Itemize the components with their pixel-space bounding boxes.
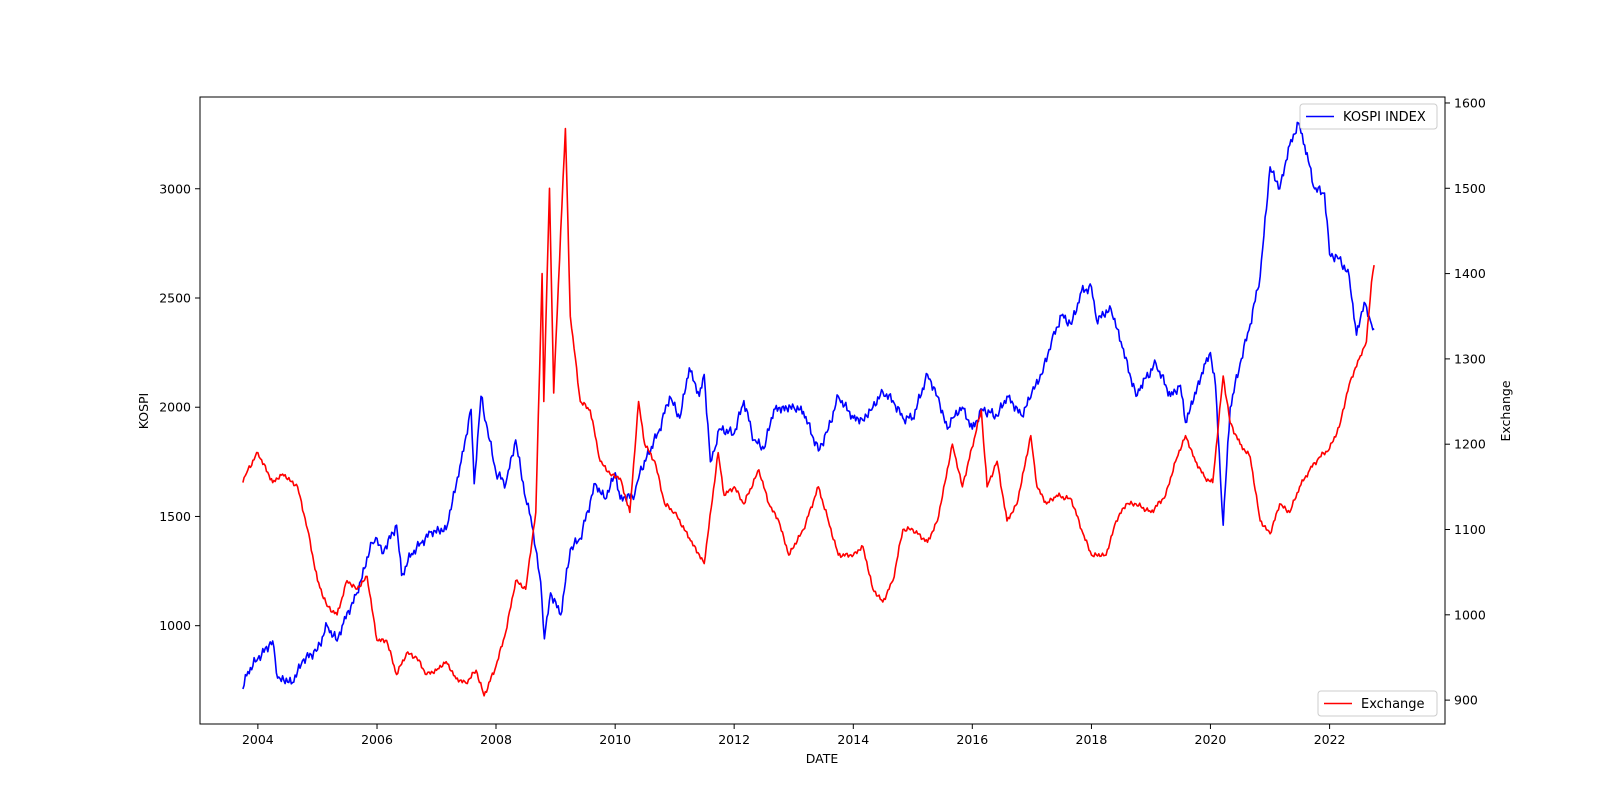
kospi-index-line (242, 121, 1375, 690)
left-y-tick-label: 2000 (159, 400, 191, 415)
legend-kospi-box (1299, 103, 1438, 130)
x-axis: 2004 2006 2008 2010 2012 2014 2016 2018 2020 2022 (242, 724, 1346, 747)
right-y-tick-label: 1600 (1454, 95, 1486, 110)
x-tick-label: 2020 (1195, 732, 1227, 747)
x-axis-title: DATE (806, 751, 839, 766)
plot-frame (199, 96, 1446, 725)
x-tick-label: 2018 (1076, 732, 1108, 747)
exchange-line (242, 127, 1375, 697)
x-tick-label: 2008 (480, 732, 512, 747)
x-tick-label: 2006 (361, 732, 393, 747)
x-tick-label: 2022 (1314, 732, 1346, 747)
legend-exchange-box (1317, 690, 1438, 717)
right-y-tick-label: 900 (1454, 693, 1478, 708)
legend-kospi-label: KOSPI INDEX (1343, 110, 1426, 125)
right-y-tick-label: 1000 (1454, 607, 1486, 622)
series-layer (242, 121, 1375, 697)
right-y-axis: 900 1000 1100 1200 1300 1400 1500 1600 (1445, 95, 1486, 708)
left-y-axis-title: KOSPI (136, 393, 151, 430)
left-y-tick-label: 3000 (159, 181, 191, 196)
x-tick-label: 2010 (599, 732, 631, 747)
plot-area (200, 97, 1445, 724)
left-y-tick-label: 1000 (159, 618, 191, 633)
left-y-axis: 1000 1500 2000 2500 3000 (159, 181, 200, 633)
right-y-axis-title: Exchange (1498, 380, 1513, 441)
left-y-tick-label: 1500 (159, 509, 191, 524)
legend-exchange: Exchange (1317, 690, 1438, 717)
x-tick-label: 2004 (242, 732, 274, 747)
x-tick-label: 2012 (718, 732, 750, 747)
legend-kospi: KOSPI INDEX (1299, 103, 1438, 130)
right-y-tick-label: 1500 (1454, 181, 1486, 196)
right-y-tick-label: 1400 (1454, 266, 1486, 281)
legend-exchange-label: Exchange (1361, 697, 1425, 712)
right-y-tick-label: 1100 (1454, 522, 1486, 537)
left-y-tick-label: 2500 (159, 290, 191, 305)
x-tick-label: 2014 (837, 732, 869, 747)
x-tick-label: 2016 (956, 732, 988, 747)
right-y-tick-label: 1200 (1454, 437, 1486, 452)
right-y-tick-label: 1300 (1454, 351, 1486, 366)
